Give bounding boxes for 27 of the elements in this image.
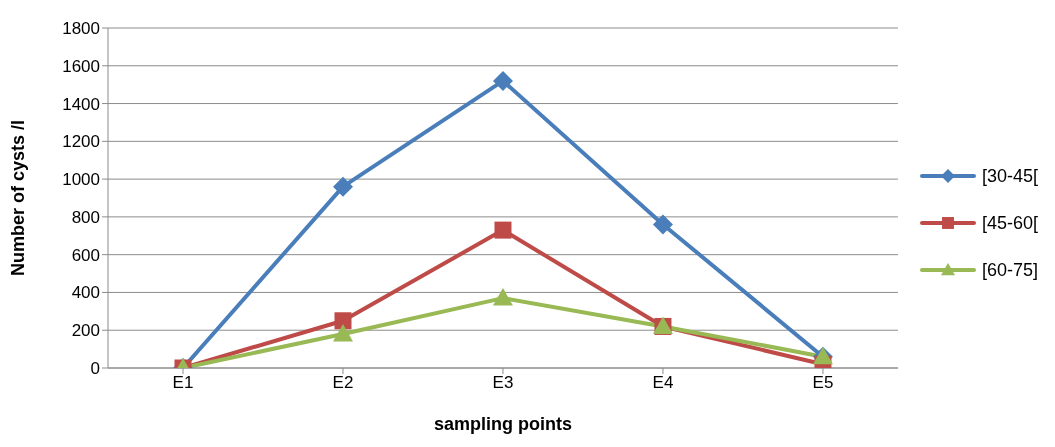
y-tick-label: 200: [71, 321, 100, 341]
x-tick-label: E5: [812, 373, 834, 393]
point: [334, 312, 352, 330]
point: [494, 221, 512, 239]
y-tick-label: 1200: [62, 132, 100, 152]
legend-label: [45-60[: [981, 212, 1038, 234]
y-tick-label: 400: [71, 283, 100, 303]
point: [492, 70, 513, 91]
x-tick-label: E3: [492, 373, 514, 393]
y-tick-label: 1800: [62, 19, 100, 39]
legend-label: [30-45[: [981, 165, 1038, 187]
y-tick-label: 0: [90, 359, 100, 379]
x-tick-label: E4: [652, 373, 674, 393]
y-tick-label: 1600: [62, 56, 100, 76]
legend-label: [60-75]: [981, 259, 1038, 281]
x-tick-label: E1: [172, 373, 194, 393]
y-tick-label: 1400: [62, 94, 100, 114]
y-tick-label: 600: [71, 245, 100, 265]
y-axis-title: Number of cysts /l: [8, 119, 29, 277]
point: [492, 288, 513, 306]
x-axis-title: sampling points: [433, 414, 572, 434]
point: [652, 214, 673, 235]
point: [332, 324, 353, 342]
point: [332, 176, 353, 197]
x-tick-label: E2: [332, 373, 354, 393]
y-tick-label: 800: [71, 207, 100, 227]
y-tick-label: 1000: [62, 170, 100, 190]
